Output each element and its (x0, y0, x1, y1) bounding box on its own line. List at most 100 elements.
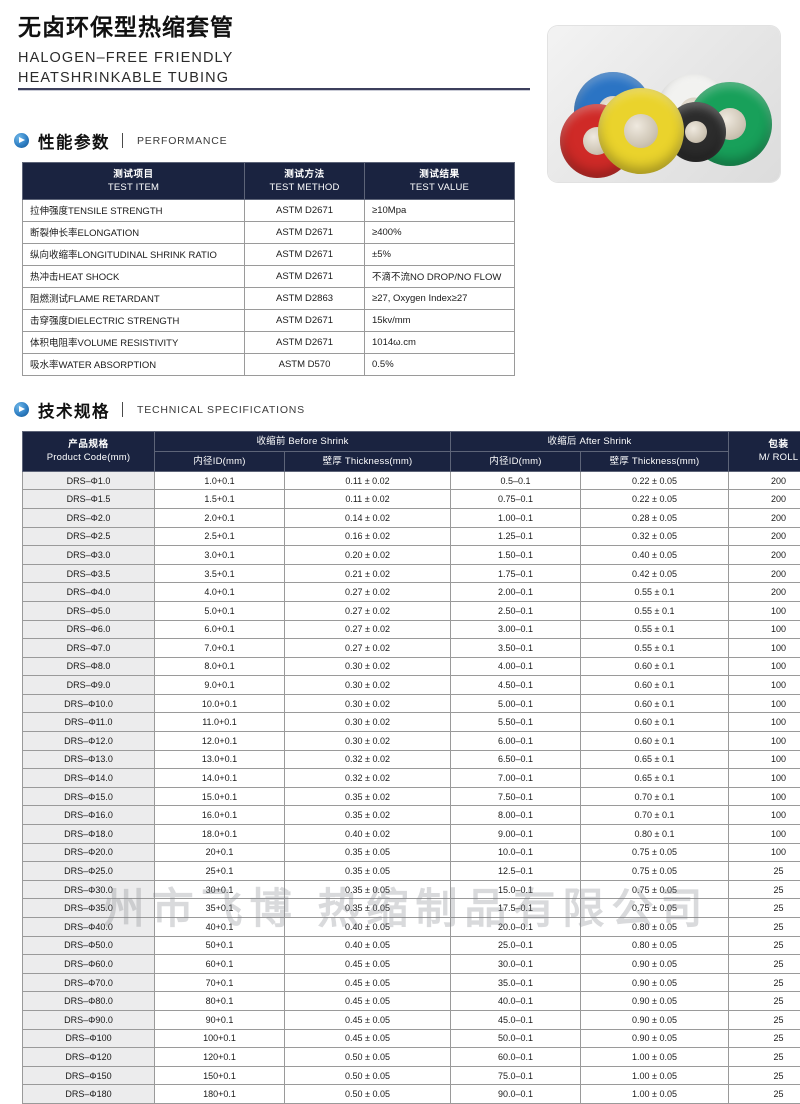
spec-cell-code: DRS–Φ2.0 (23, 508, 155, 527)
spec-cell-th-before: 0.50 ± 0.05 (285, 1085, 451, 1104)
spec-cell-pack: 200 (729, 546, 800, 565)
spec-cell-th-before: 0.45 ± 0.05 (285, 1029, 451, 1048)
spec-cell-th-after: 0.75 ± 0.05 (581, 880, 729, 899)
spec-cell-code: DRS–Φ10.0 (23, 694, 155, 713)
spec-cell-id-before: 2.5+0.1 (155, 527, 285, 546)
performance-cell-value: 1014ω.cm (365, 331, 515, 353)
spec-cell-id-before: 20+0.1 (155, 843, 285, 862)
spec-cell-th-after: 0.70 ± 0.1 (581, 806, 729, 825)
spec-cell-id-after: 1.00–0.1 (451, 508, 581, 527)
specifications-table: 产品规格 Product Code(mm) 收缩前 Before Shrink … (22, 431, 800, 1104)
spec-cell-code: DRS–Φ3.5 (23, 564, 155, 583)
spec-cell-id-before: 4.0+0.1 (155, 583, 285, 602)
spec-cell-id-after: 3.50–0.1 (451, 639, 581, 658)
spec-cell-th-after: 0.60 ± 0.1 (581, 732, 729, 751)
spec-cell-code: DRS–Φ3.0 (23, 546, 155, 565)
spec-cell-id-before: 2.0+0.1 (155, 508, 285, 527)
spec-cell-code: DRS–Φ70.0 (23, 973, 155, 992)
spec-cell-id-after: 15.0–0.1 (451, 880, 581, 899)
spec-cell-id-before: 12.0+0.1 (155, 732, 285, 751)
performance-cell-method: ASTM D2863 (245, 287, 365, 309)
spec-cell-pack: 200 (729, 527, 800, 546)
spec-cell-th-after: 0.22 ± 0.05 (581, 471, 729, 490)
spec-cell-id-after: 50.0–0.1 (451, 1029, 581, 1048)
arrow-bullet-icon (14, 133, 29, 148)
spec-cell-th-after: 0.60 ± 0.1 (581, 657, 729, 676)
spec-cell-th-after: 0.80 ± 0.1 (581, 825, 729, 844)
spec-cell-th-after: 0.80 ± 0.05 (581, 936, 729, 955)
column-header-thickness-before: 壁厚 Thickness(mm) (285, 451, 451, 471)
spec-cell-th-before: 0.30 ± 0.02 (285, 657, 451, 676)
spec-cell-code: DRS–Φ7.0 (23, 639, 155, 658)
spec-cell-pack: 25 (729, 955, 800, 974)
spec-cell-th-before: 0.27 ± 0.02 (285, 620, 451, 639)
spec-cell-id-before: 50+0.1 (155, 936, 285, 955)
spec-cell-th-before: 0.45 ± 0.05 (285, 1010, 451, 1029)
spec-cell-code: DRS–Φ11.0 (23, 713, 155, 732)
performance-cell-value: ≥10Mpa (365, 199, 515, 221)
spec-cell-id-before: 5.0+0.1 (155, 601, 285, 620)
spec-cell-pack: 200 (729, 471, 800, 490)
spec-cell-pack: 25 (729, 992, 800, 1011)
spec-cell-pack: 25 (729, 1029, 800, 1048)
spec-cell-th-before: 0.30 ± 0.02 (285, 676, 451, 695)
spec-cell-id-before: 3.0+0.1 (155, 546, 285, 565)
spec-cell-code: DRS–Φ60.0 (23, 955, 155, 974)
spec-cell-id-before: 11.0+0.1 (155, 713, 285, 732)
spec-cell-id-after: 6.00–0.1 (451, 732, 581, 751)
performance-cell-item: 体积电阻率VOLUME RESISTIVITY (23, 331, 245, 353)
spec-cell-id-after: 20.0–0.1 (451, 918, 581, 937)
spec-cell-th-after: 0.22 ± 0.05 (581, 490, 729, 509)
spec-cell-th-after: 0.65 ± 0.1 (581, 750, 729, 769)
spec-cell-pack: 100 (729, 657, 800, 676)
spec-cell-id-before: 60+0.1 (155, 955, 285, 974)
spec-cell-th-before: 0.35 ± 0.05 (285, 862, 451, 881)
performance-cell-value: ≥400% (365, 221, 515, 243)
performance-cell-method: ASTM D2671 (245, 199, 365, 221)
performance-cell-value: ±5% (365, 243, 515, 265)
spec-section-heading: 技术规格 TECHNICAL SPECIFICATIONS (0, 398, 800, 422)
spec-cell-pack: 100 (729, 825, 800, 844)
spec-cell-id-before: 100+0.1 (155, 1029, 285, 1048)
performance-cell-item: 热冲击HEAT SHOCK (23, 265, 245, 287)
spec-cell-code: DRS–Φ12.0 (23, 732, 155, 751)
spec-cell-pack: 25 (729, 1066, 800, 1085)
spec-cell-id-before: 30+0.1 (155, 880, 285, 899)
spec-cell-id-after: 17.5–0.1 (451, 899, 581, 918)
column-header-thickness-after: 壁厚 Thickness(mm) (581, 451, 729, 471)
spec-cell-id-after: 3.00–0.1 (451, 620, 581, 639)
spec-cell-pack: 25 (729, 1048, 800, 1067)
spec-cell-pack: 25 (729, 1010, 800, 1029)
spec-cell-code: DRS–Φ14.0 (23, 769, 155, 788)
tubing-roll-yellow (598, 88, 684, 174)
spec-cell-th-after: 0.75 ± 0.05 (581, 843, 729, 862)
spec-cell-id-before: 90+0.1 (155, 1010, 285, 1029)
spec-cell-pack: 100 (729, 620, 800, 639)
spec-cell-pack: 200 (729, 564, 800, 583)
spec-cell-th-after: 0.60 ± 0.1 (581, 713, 729, 732)
spec-cell-code: DRS–Φ40.0 (23, 918, 155, 937)
spec-cell-id-before: 70+0.1 (155, 973, 285, 992)
spec-cell-id-after: 7.50–0.1 (451, 787, 581, 806)
spec-cell-id-after: 1.50–0.1 (451, 546, 581, 565)
spec-cell-code: DRS–Φ13.0 (23, 750, 155, 769)
spec-cell-th-before: 0.45 ± 0.05 (285, 973, 451, 992)
spec-cell-th-before: 0.11 ± 0.02 (285, 490, 451, 509)
spec-cell-id-after: 25.0–0.1 (451, 936, 581, 955)
spec-cell-code: DRS–Φ16.0 (23, 806, 155, 825)
spec-cell-pack: 100 (729, 806, 800, 825)
spec-cell-id-after: 0.5–0.1 (451, 471, 581, 490)
spec-cell-th-after: 0.32 ± 0.05 (581, 527, 729, 546)
spec-heading-en: TECHNICAL SPECIFICATIONS (137, 404, 305, 416)
